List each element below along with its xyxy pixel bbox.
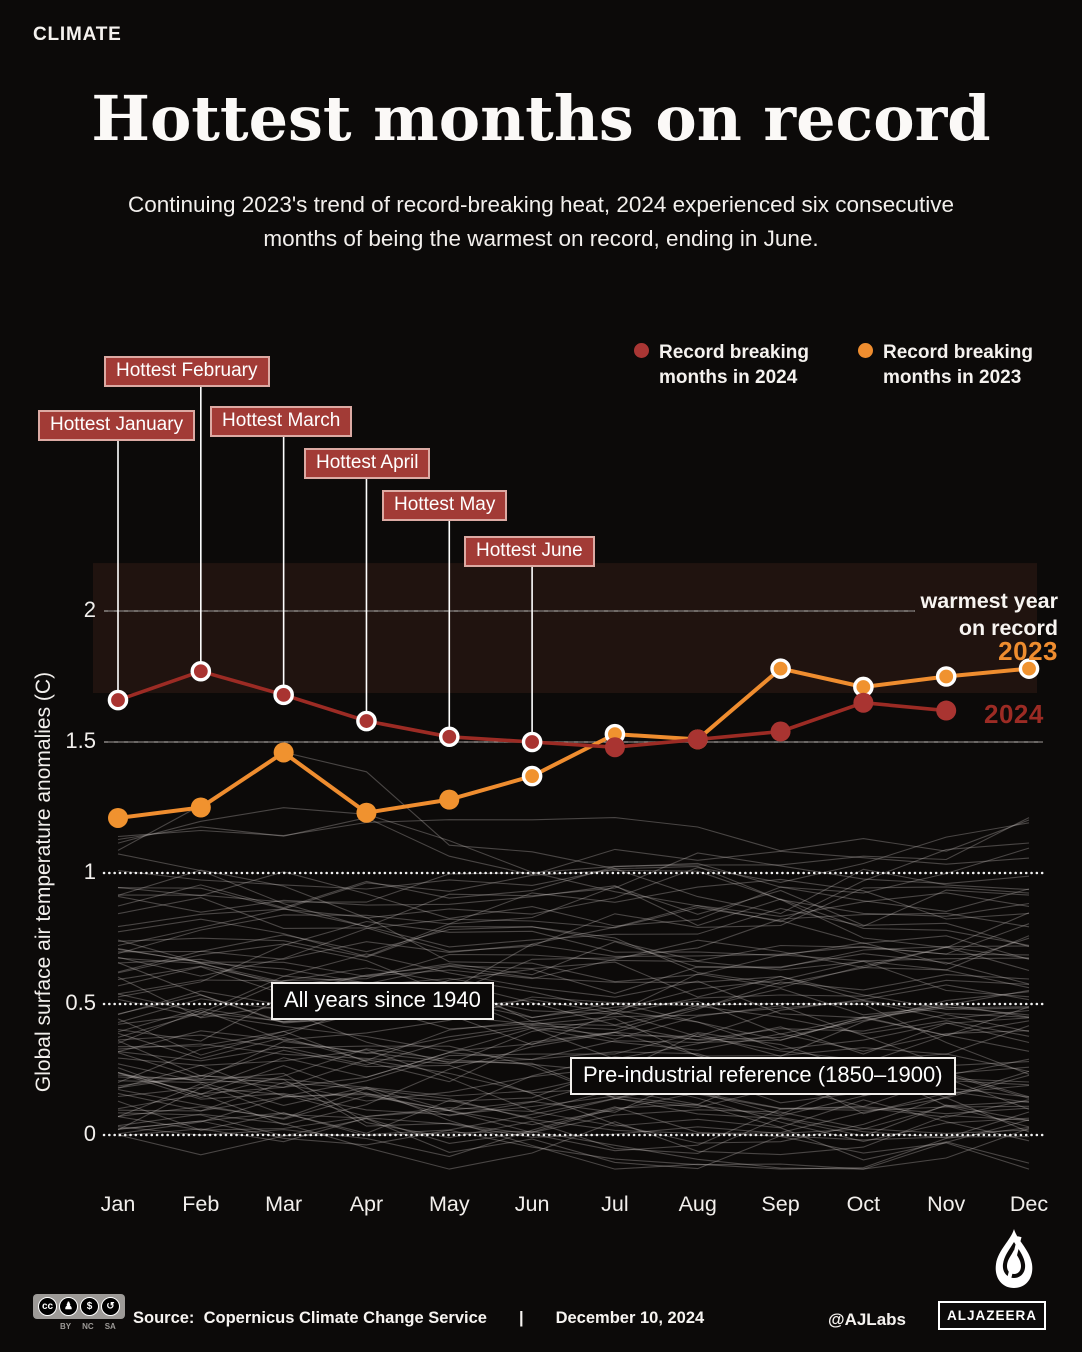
- separator: |: [518, 1309, 524, 1327]
- series-2023: [108, 658, 1040, 828]
- publish-date: December 10, 2024: [555, 1309, 705, 1327]
- point-2024-Mar-record: [273, 684, 294, 706]
- ajlabs-credit: @AJLabs: [828, 1310, 906, 1329]
- callout-leader-lines: [117, 385, 533, 742]
- point-2024-Feb-record: [190, 660, 212, 682]
- point-2023-Dec-record: [1018, 658, 1040, 679]
- series-label-2023: 2023: [998, 636, 1058, 666]
- x-tick-label: May: [428, 1192, 470, 1216]
- nc-dollar-icon: $: [80, 1297, 99, 1316]
- by-person-icon: ♟: [59, 1297, 78, 1316]
- x-tick-label: Mar: [265, 1192, 303, 1216]
- point-2024-Jan-record: [107, 689, 129, 711]
- callout-hottest-february: Hottest February: [104, 356, 270, 387]
- legend-dot-2023-icon: [858, 343, 873, 358]
- callout-hottest-march: Hottest March: [210, 406, 353, 437]
- y-tick-label: 0.5: [65, 990, 96, 1015]
- point-2023-May: [439, 789, 460, 810]
- x-tick-label: Nov: [927, 1192, 966, 1216]
- legend-dot-2024-icon: [634, 343, 649, 358]
- point-2024-Oct: [853, 692, 874, 713]
- x-tick-label: Jun: [514, 1192, 550, 1216]
- y-tick-label: 0: [83, 1121, 96, 1146]
- warmest-year-annotation: warmest year on record: [920, 589, 1058, 640]
- point-2023-Feb: [190, 797, 211, 818]
- source-value: Copernicus Climate Change Service: [203, 1309, 487, 1327]
- legend-item-2024: Record breaking months in 2024: [634, 340, 834, 390]
- point-2023-Nov-record: [935, 666, 957, 687]
- kicker: CLIMATE: [33, 24, 122, 45]
- page-title: Hottest months on record: [91, 82, 991, 155]
- callout-hottest-may: Hottest May: [382, 490, 508, 521]
- point-2024-Jun-record: [521, 731, 543, 753]
- y-tick-label: 1.5: [65, 728, 96, 753]
- legend-label-2024: Record breaking months in 2024: [659, 342, 809, 389]
- y-tick-label: 2: [83, 597, 96, 622]
- point-2023-Mar: [273, 742, 294, 763]
- x-tick-label: Aug: [678, 1192, 717, 1216]
- callout-hottest-january: Hottest January: [38, 410, 196, 441]
- x-tick-label: Jan: [100, 1192, 136, 1216]
- x-tick-label: Apr: [349, 1192, 384, 1216]
- x-tick-label: Sep: [761, 1192, 800, 1216]
- series-label-2024: 2024: [984, 699, 1044, 729]
- aljazeera-wordmark: ALJAZEERA: [937, 1301, 1046, 1330]
- point-2024-Jul: [604, 737, 625, 758]
- y-tick-label: 1: [83, 859, 96, 884]
- point-2024-May-record: [438, 726, 460, 748]
- cc-license-labels: BY NC SA: [60, 1322, 116, 1331]
- point-2024-Apr-record: [356, 710, 377, 732]
- aljazeera-logo-icon: [995, 1229, 1033, 1288]
- source-text: Source: Copernicus Climate Change Servic…: [133, 1309, 487, 1328]
- page-subtitle: Continuing 2023's trend of record-breaki…: [127, 192, 955, 251]
- sa-arrow-icon: ↺: [101, 1297, 120, 1316]
- cc-label-sa: SA: [104, 1322, 116, 1331]
- legend-label-2023: Record breaking months in 2023: [883, 342, 1033, 389]
- point-2024-Aug: [687, 729, 708, 750]
- x-tick-label: Jul: [601, 1192, 629, 1216]
- callout-hottest-june: Hottest June: [464, 536, 595, 567]
- point-2024-Sep: [770, 721, 791, 742]
- legend-item-2023: Record breaking months in 2023: [858, 340, 1058, 390]
- point-2023-Apr: [356, 802, 377, 823]
- point-2024-Nov: [936, 700, 957, 721]
- cc-label-by: BY: [60, 1322, 72, 1331]
- callout-hottest-april: Hottest April: [304, 448, 431, 479]
- all-years-label: All years since 1940: [271, 982, 494, 1020]
- point-2023-Jan: [108, 807, 128, 828]
- source-row: Source: Copernicus Climate Change Servic…: [133, 1309, 704, 1328]
- cc-icon: cc: [38, 1297, 57, 1316]
- creative-commons-badge: cc ♟ $ ↺: [33, 1294, 125, 1319]
- cc-label-nc: NC: [82, 1322, 94, 1331]
- series-2024: [107, 660, 957, 758]
- x-tick-label: Feb: [182, 1192, 220, 1216]
- preindustrial-reference-label: Pre-industrial reference (1850–1900): [570, 1057, 956, 1095]
- point-2023-Sep-record: [770, 658, 791, 679]
- point-2023-Jun-record: [521, 765, 543, 787]
- source-label: Source:: [133, 1309, 195, 1327]
- record-highlight-band: [93, 563, 1037, 694]
- x-tick-label: Oct: [846, 1192, 881, 1216]
- x-tick-label: Dec: [1009, 1192, 1049, 1216]
